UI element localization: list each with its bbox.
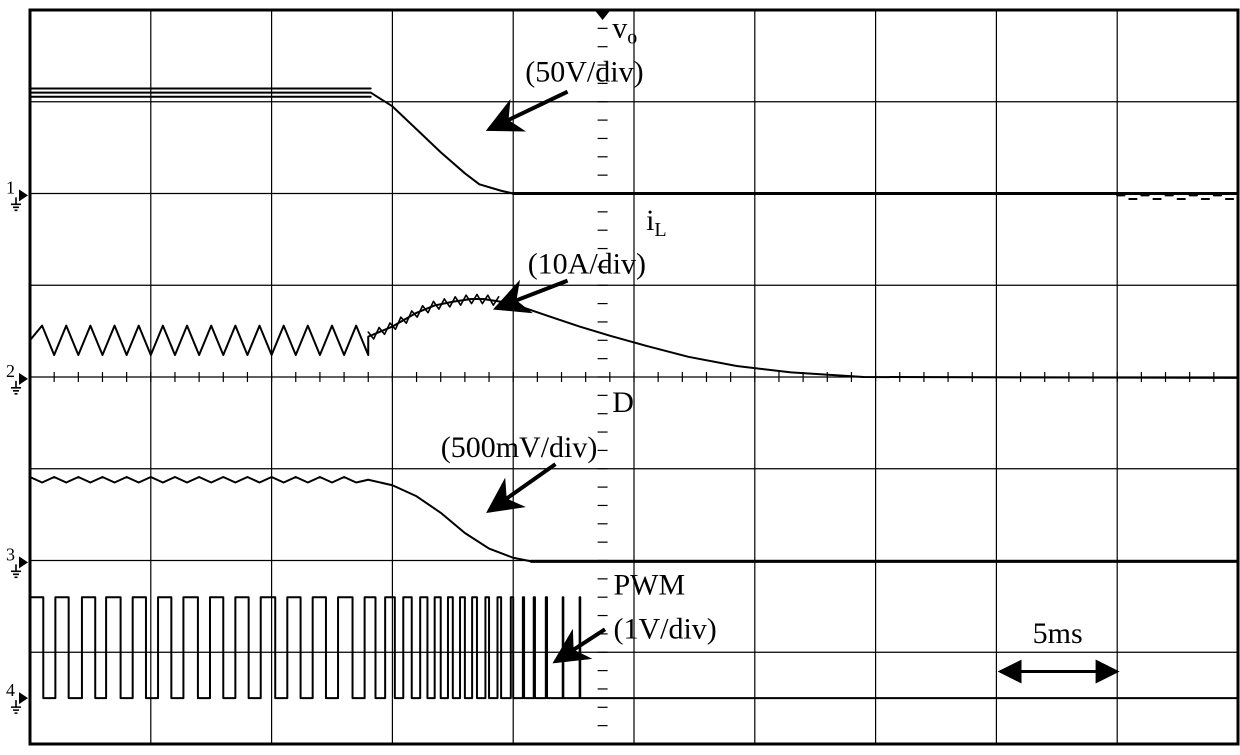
timebase-label: 5ms xyxy=(1033,617,1083,650)
label-6: PWM xyxy=(613,568,685,601)
oscilloscope-capture: 1234vo(50V/div)iL(10A/div)D(500mV/div)PW… xyxy=(4,4,1240,750)
channel-1-label: 1 xyxy=(6,177,15,197)
label-3: (10A/div) xyxy=(528,247,646,280)
label-7: (1V/div) xyxy=(613,612,716,645)
scope-svg: 1234vo(50V/div)iL(10A/div)D(500mV/div)PW… xyxy=(4,4,1240,750)
channel-3-label: 3 xyxy=(6,544,15,564)
label-1: (50V/div) xyxy=(525,56,643,89)
label-4: D xyxy=(612,386,634,419)
channel-4-label: 4 xyxy=(6,680,15,700)
label-5: (500mV/div) xyxy=(441,431,598,464)
channel-2-label: 2 xyxy=(6,361,15,381)
